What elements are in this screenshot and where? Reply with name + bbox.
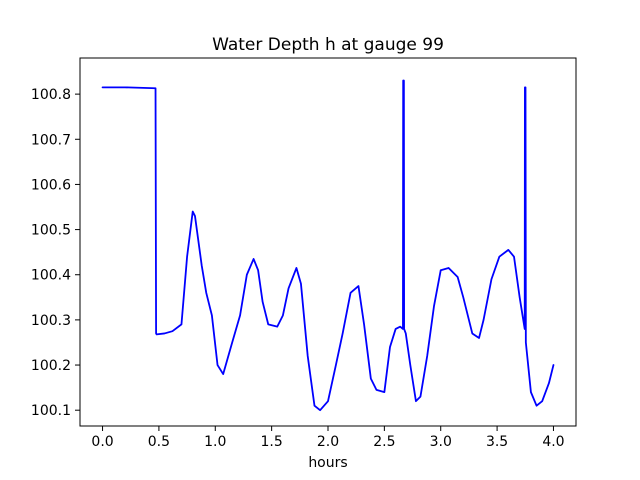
x-axis-ticks: 0.0 0.5 1.0 1.5 2.0 2.5 3.0 3.5 4.0 xyxy=(91,426,565,450)
y-tick-label: 100.5 xyxy=(31,223,71,239)
y-axis-ticks: 100.1 100.2 100.3 100.4 100.5 100.6 100.7 100.8 xyxy=(31,87,80,419)
x-tick-label: 2.5 xyxy=(373,434,395,450)
x-tick-label: 0.5 xyxy=(148,434,170,450)
x-tick-label: 4.0 xyxy=(542,434,564,450)
x-tick-label: 1.0 xyxy=(204,434,226,450)
y-tick-label: 100.3 xyxy=(31,313,71,329)
x-tick-label: 0.0 xyxy=(91,434,113,450)
chart-title: Water Depth h at gauge 99 xyxy=(212,35,444,55)
y-tick-label: 100.2 xyxy=(31,358,71,374)
x-tick-label: 3.5 xyxy=(486,434,508,450)
y-tick-label: 100.6 xyxy=(31,177,71,193)
x-tick-label: 2.0 xyxy=(317,434,339,450)
y-tick-label: 100.1 xyxy=(31,403,71,419)
x-axis-label: hours xyxy=(308,455,347,471)
series-layer xyxy=(101,79,555,412)
x-tick-label: 3.0 xyxy=(430,434,452,450)
y-tick-label: 100.8 xyxy=(31,87,71,103)
x-tick-label: 1.5 xyxy=(261,434,283,450)
y-tick-label: 100.4 xyxy=(31,268,71,284)
series-line-0 xyxy=(101,79,555,412)
y-tick-label: 100.7 xyxy=(31,132,71,148)
